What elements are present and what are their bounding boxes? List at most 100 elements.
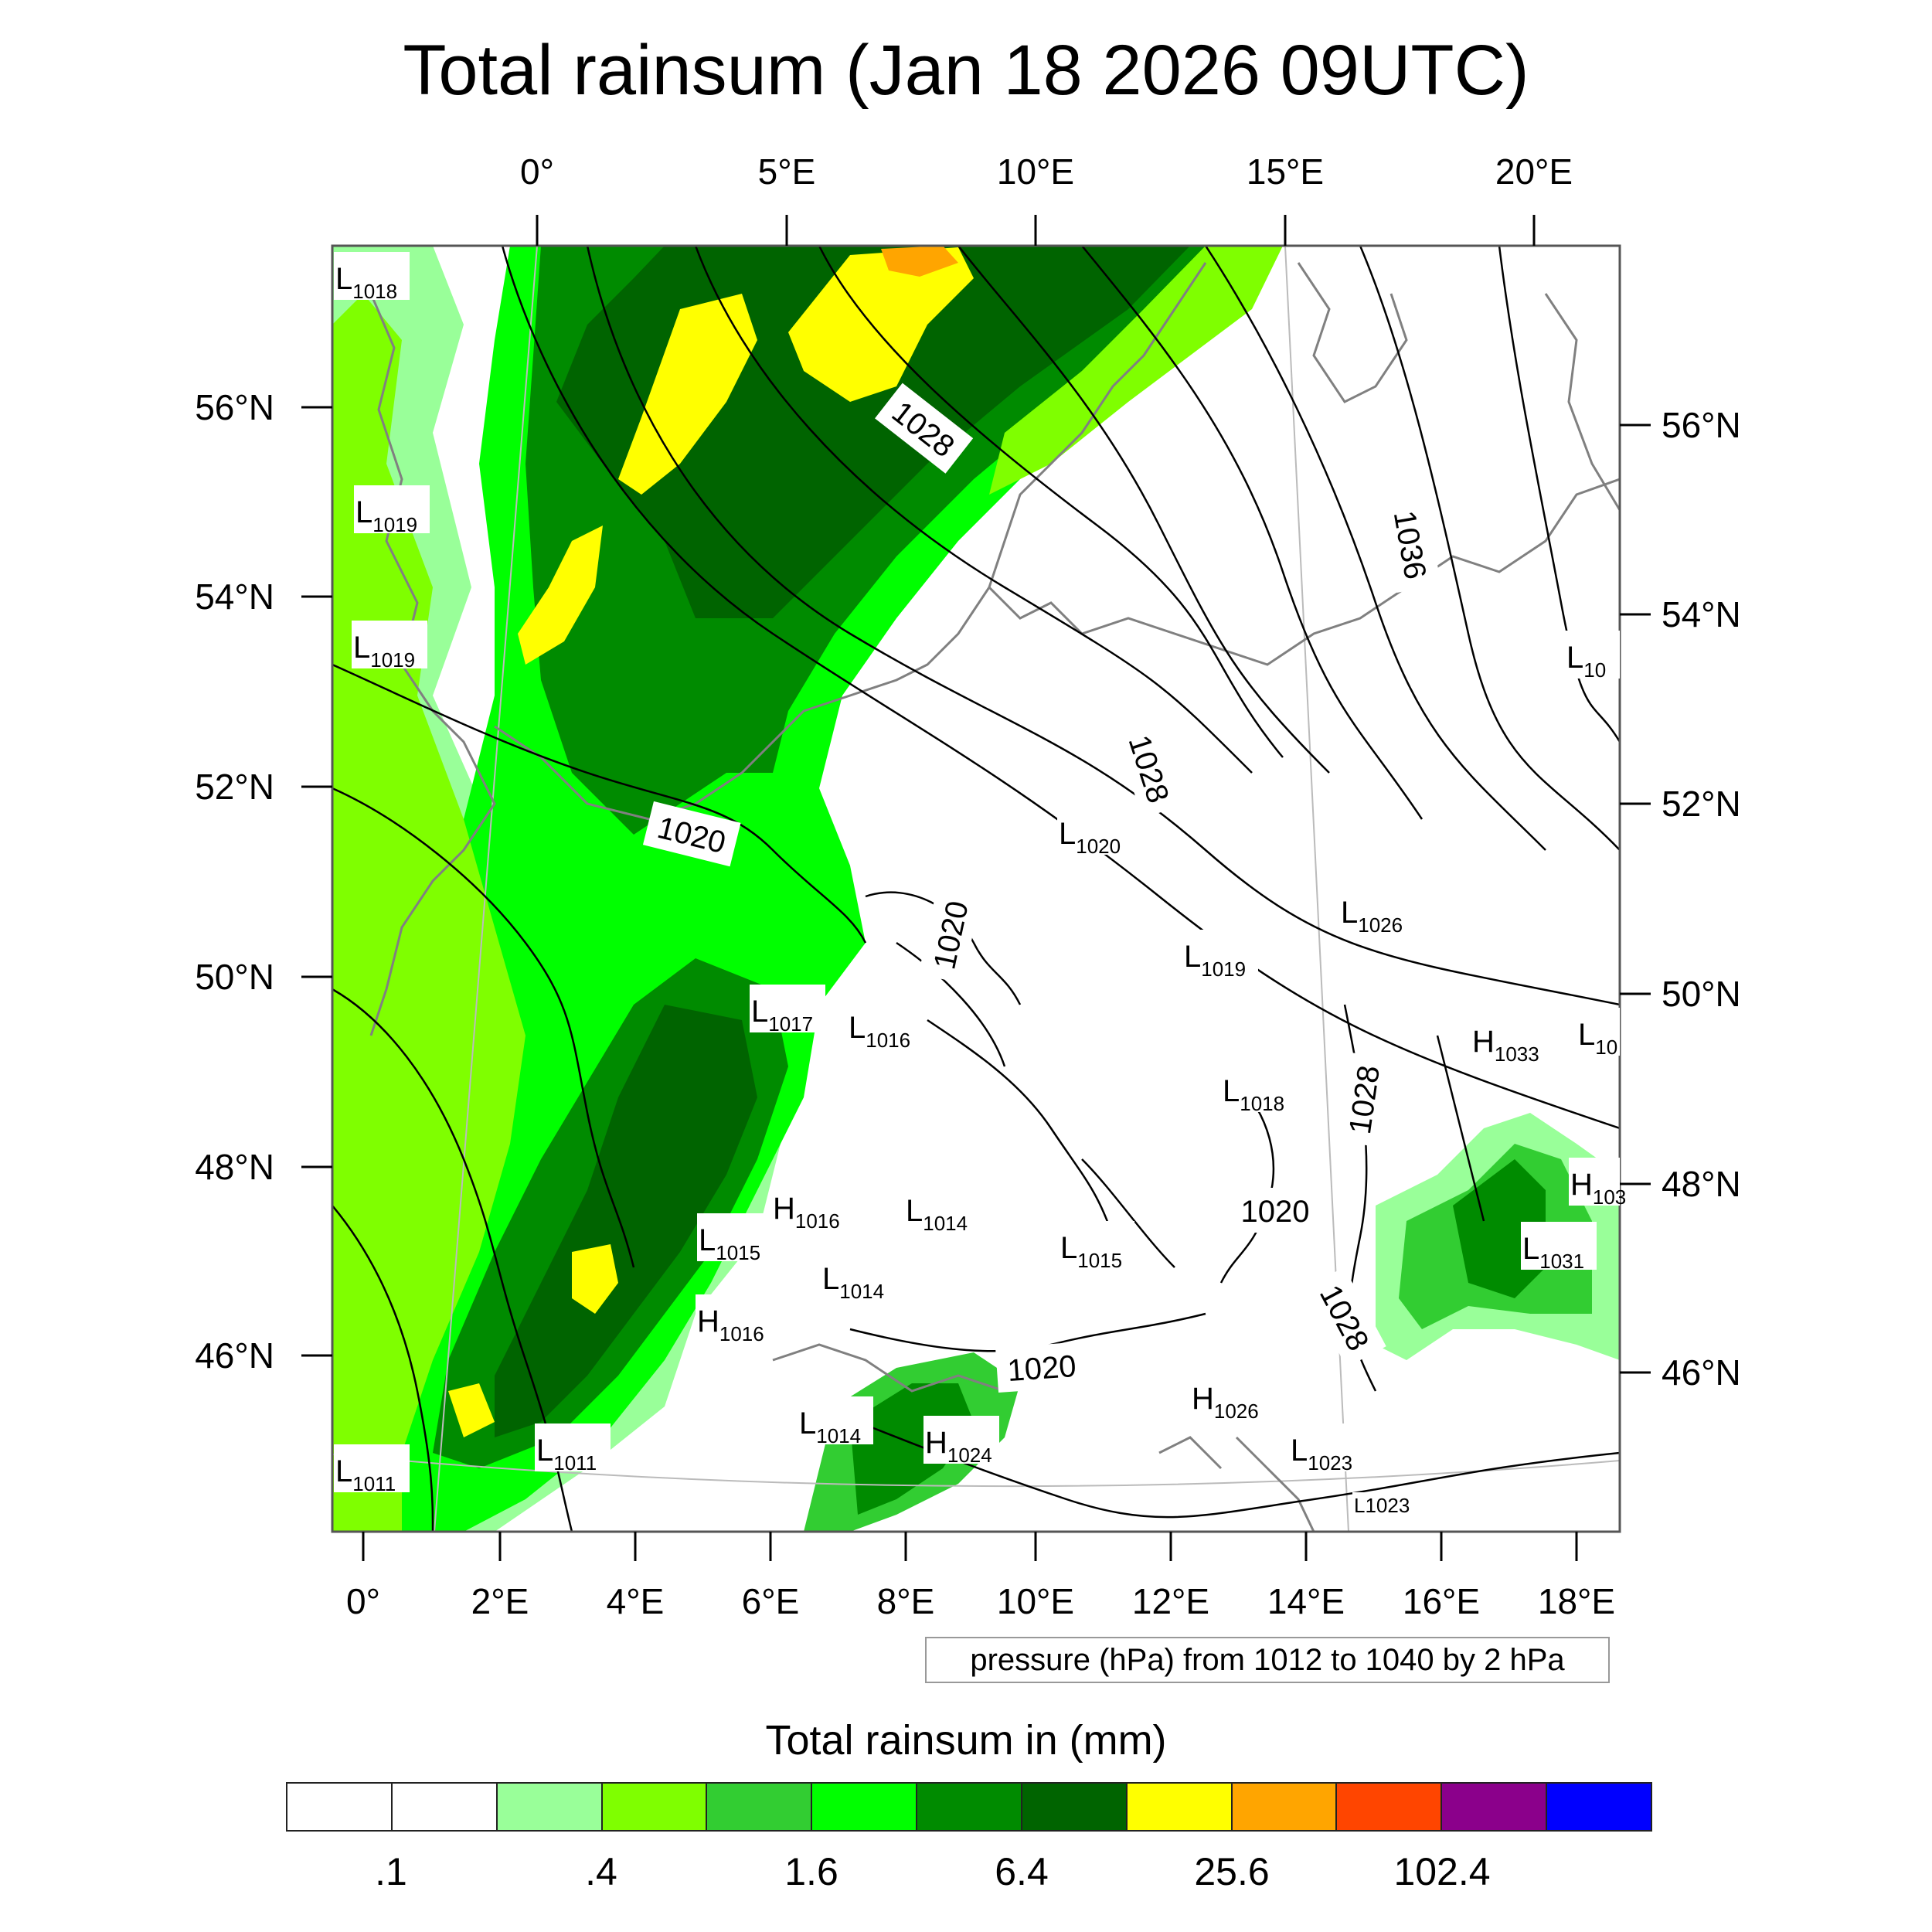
- svg-text:L10: L10: [1566, 641, 1606, 682]
- svg-text:L1014: L1014: [822, 1262, 884, 1303]
- center-type: L: [536, 1434, 553, 1468]
- isobar-label: 1020: [1241, 1195, 1310, 1229]
- pressure-note: pressure (hPa) from 1012 to 1040 by 2 hP…: [925, 1637, 1610, 1683]
- center-value: 1016: [795, 1209, 840, 1233]
- center-type: L: [1223, 1074, 1240, 1108]
- center-value: 1019: [1201, 957, 1246, 981]
- center-type: L: [355, 495, 372, 529]
- center-value: 1033: [1495, 1043, 1539, 1066]
- colorbar-swatch: [1442, 1784, 1548, 1830]
- center-value: 1018: [1240, 1092, 1284, 1115]
- right-lat-labels: 56°N 54°N 52°N 50°N 48°N 46°N: [1662, 405, 1741, 1393]
- map-area: [332, 246, 1620, 1532]
- right-lat-label: 46°N: [1662, 1352, 1741, 1393]
- left-lat-label: 50°N: [195, 957, 274, 997]
- center-type: H: [773, 1192, 795, 1226]
- isobar-labels: 1028 1036 1028 1020 1020 1028 1020 1028: [642, 383, 1441, 1393]
- svg-text:L10: L10: [1578, 1018, 1617, 1059]
- center-value: 1014: [923, 1212, 968, 1235]
- svg-text:L1023: L1023: [1354, 1494, 1410, 1517]
- center-value: 1031: [1539, 1250, 1584, 1273]
- svg-text:L1016: L1016: [849, 1011, 910, 1052]
- center-type: L: [1566, 641, 1583, 675]
- center-value: 1015: [1077, 1249, 1122, 1272]
- center-type: L: [335, 262, 352, 296]
- colorbar-swatch: [1232, 1784, 1338, 1830]
- svg-text:H1016: H1016: [773, 1192, 840, 1233]
- colorbar-swatch: [1547, 1784, 1651, 1830]
- colorbar-label: 102.4: [1393, 1850, 1491, 1893]
- bottom-lon-label: 6°E: [742, 1581, 800, 1621]
- center-value: 1016: [866, 1029, 910, 1052]
- colorbar-swatch: [917, 1784, 1022, 1830]
- colorbar-label: .4: [585, 1850, 617, 1893]
- center-value: 103: [1593, 1185, 1626, 1209]
- pressure-centers: L1018 L1019 L1019 L1020 L1026 L1019 L101…: [334, 252, 1626, 1519]
- svg-text:L1026: L1026: [1341, 896, 1403, 937]
- colorbar-swatch: [497, 1784, 603, 1830]
- svg-text:L1015: L1015: [1060, 1231, 1122, 1272]
- svg-text:L1019: L1019: [353, 631, 415, 672]
- map-frame: [331, 244, 1621, 1533]
- center-value: 1023: [1308, 1451, 1352, 1475]
- center-type: H: [1192, 1382, 1214, 1416]
- colorbar-swatch: [602, 1784, 708, 1830]
- top-lon-label: 15°E: [1247, 151, 1324, 192]
- bottom-lon-label: 10°E: [997, 1581, 1074, 1621]
- center-value: 1026: [1214, 1400, 1259, 1423]
- center-value: 1019: [372, 513, 417, 536]
- svg-text:L1023: L1023: [1291, 1434, 1352, 1475]
- right-lat-label: 56°N: [1662, 405, 1741, 445]
- center-value: 10: [1583, 658, 1606, 682]
- center-type: L: [699, 1223, 716, 1257]
- top-lon-label: 5°E: [758, 151, 816, 192]
- center-type: L: [849, 1011, 866, 1045]
- colorbar-swatch: [1127, 1784, 1233, 1830]
- colorbar-swatch: [1022, 1784, 1128, 1830]
- center-type: L: [335, 1454, 352, 1488]
- svg-text:L1017: L1017: [751, 995, 813, 1036]
- svg-text:L1019: L1019: [355, 495, 417, 536]
- center-value: 1014: [816, 1424, 861, 1447]
- svg-text:L1019: L1019: [1184, 940, 1246, 981]
- right-lat-label: 48°N: [1662, 1164, 1741, 1204]
- center-value: 10: [1595, 1036, 1617, 1059]
- center-type: L: [1354, 1494, 1365, 1517]
- isobar-label: 1020: [1006, 1349, 1077, 1388]
- left-lat-label: 56°N: [195, 387, 274, 427]
- center-type: L: [799, 1406, 816, 1440]
- bottom-lon-label: 14°E: [1267, 1581, 1345, 1621]
- center-type: L: [906, 1194, 923, 1228]
- bottom-lon-label: 16°E: [1403, 1581, 1480, 1621]
- center-value: 1016: [719, 1322, 764, 1345]
- bottom-lon-labels: 0° 2°E 4°E 6°E 8°E 10°E 12°E 14°E 16°E 1…: [346, 1581, 1615, 1621]
- center-value: 1015: [716, 1241, 760, 1264]
- left-lat-labels: 56°N 54°N 52°N 50°N 48°N 46°N: [195, 387, 274, 1376]
- right-lat-label: 54°N: [1662, 594, 1741, 634]
- colorbar-label: 25.6: [1194, 1850, 1270, 1893]
- right-lat-label: 52°N: [1662, 784, 1741, 824]
- center-value: 1018: [352, 280, 397, 303]
- center-type: H: [925, 1426, 947, 1460]
- bottom-lon-label: 8°E: [877, 1581, 935, 1621]
- colorbar-label: 6.4: [995, 1850, 1049, 1893]
- center-value: 1017: [768, 1012, 813, 1036]
- svg-text:L1014: L1014: [799, 1406, 861, 1447]
- top-lon-labels: 0° 5°E 10°E 15°E 20°E: [520, 151, 1573, 192]
- center-value: 1024: [947, 1444, 992, 1467]
- center-value: 1020: [1076, 835, 1121, 858]
- center-type: L: [353, 631, 370, 665]
- svg-text:L1020: L1020: [1059, 817, 1121, 858]
- left-lat-label: 48°N: [195, 1147, 274, 1187]
- colorbar-swatch: [707, 1784, 813, 1830]
- colorbar-label: 1.6: [784, 1850, 838, 1893]
- center-value: 1014: [839, 1280, 884, 1303]
- top-lon-label: 0°: [520, 151, 554, 192]
- svg-text:H103: H103: [1570, 1168, 1626, 1209]
- rain-shading: [332, 246, 1620, 1532]
- svg-text:H1024: H1024: [925, 1426, 992, 1467]
- center-type: H: [697, 1304, 719, 1338]
- center-type: H: [1472, 1025, 1495, 1059]
- center-type: L: [1060, 1231, 1077, 1265]
